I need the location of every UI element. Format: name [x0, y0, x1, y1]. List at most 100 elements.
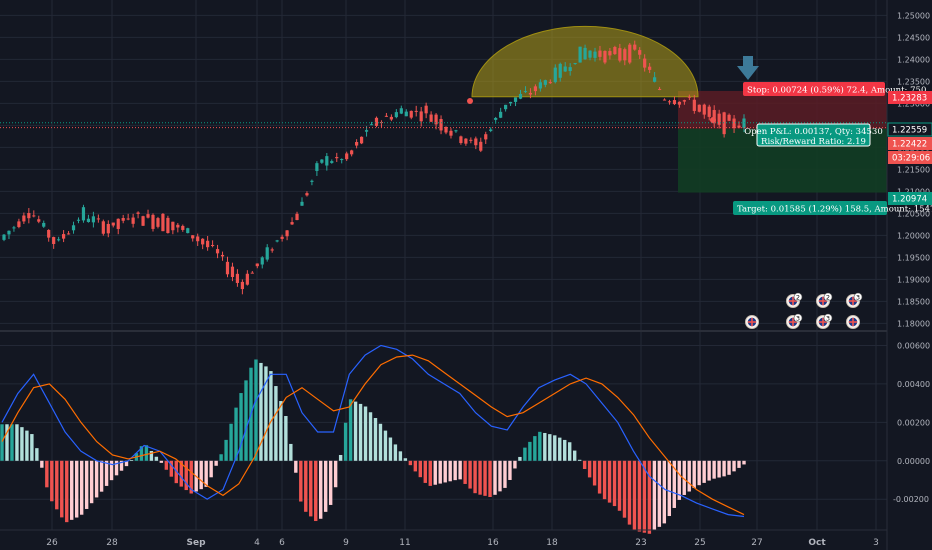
histogram-bar: [742, 460, 746, 465]
histogram-bar: [234, 407, 238, 461]
histogram-bar: [582, 460, 587, 470]
event-flag-icon[interactable]: 3: [846, 292, 863, 308]
candle-body: [518, 93, 523, 99]
candle-body: [374, 117, 379, 126]
histogram-bar: [433, 460, 437, 485]
price-tick-label: 1.24500: [897, 33, 930, 42]
candle-body: [697, 104, 701, 112]
candle-body: [613, 47, 617, 55]
candle-body: [648, 66, 652, 70]
histogram-bar: [5, 424, 9, 461]
histogram-bar: [568, 442, 572, 461]
price-axis[interactable]: 1.250001.245001.240001.235001.230001.225…: [897, 11, 930, 328]
histogram-bar: [99, 460, 104, 492]
candle-body: [384, 115, 389, 117]
candle-body: [399, 108, 403, 114]
histogram-bar: [518, 456, 522, 461]
histogram-bar: [333, 460, 338, 488]
arrow-down-icon[interactable]: [737, 56, 759, 80]
histogram-bar: [493, 460, 497, 495]
candle-body: [603, 50, 607, 63]
current-price-text: 1.22559: [892, 126, 927, 136]
candle-body: [7, 230, 11, 235]
histogram-bar: [50, 460, 54, 502]
time-tick-label: 9: [343, 538, 349, 548]
histogram-bar: [159, 460, 164, 463]
candle-body: [638, 50, 642, 55]
histogram-bar: [319, 460, 323, 519]
entry-marker[interactable]: [467, 98, 473, 104]
stop-label[interactable]: Stop: 0.00724 (0.59%) 72.4, Amount: 750: [743, 82, 926, 96]
event-flag-icon[interactable]: 3: [816, 313, 833, 329]
candle-body: [444, 126, 448, 133]
candle-body: [126, 218, 130, 220]
candle-body: [588, 50, 592, 58]
rounding-top-pattern: [471, 25, 699, 98]
macd-axis[interactable]: 0.00600 0.00400 0.00200 0.00000 -0.00200: [893, 341, 930, 504]
candle-body: [419, 111, 423, 122]
entry-marker[interactable]: [710, 117, 716, 123]
stop-label-text: Stop: 0.00724 (0.59%) 72.4, Amount: 750: [747, 85, 926, 96]
stop-price-text: 1.23283: [892, 94, 927, 104]
histogram-bar: [209, 460, 213, 478]
open-pnl-box[interactable]: Open P&L: 0.00137, Qty: 34530 Risk/Rewar…: [744, 123, 883, 147]
candle-body: [325, 156, 329, 166]
candle-body: [389, 116, 393, 120]
candle-body: [191, 235, 195, 239]
candle-body: [533, 86, 538, 92]
histogram-bar: [109, 460, 114, 481]
histogram-bar: [478, 460, 482, 495]
histogram-bar: [70, 460, 74, 520]
event-flag-icon[interactable]: 3: [786, 313, 803, 329]
histogram-bar: [149, 450, 154, 461]
target-label[interactable]: Target: 0.01585 (1.29%) 158.5, Amount: 1…: [733, 201, 932, 215]
candle-body: [722, 112, 726, 135]
candle-body: [12, 227, 16, 229]
price-tick-label: 1.18500: [897, 297, 930, 306]
candle-body: [335, 157, 339, 159]
histogram-bar: [314, 460, 318, 522]
histogram-bar: [25, 430, 29, 461]
economic-events[interactable]: 2 2 3 3 3: [745, 292, 863, 329]
histogram-bar: [413, 460, 418, 472]
candle-body: [290, 222, 294, 225]
histogram-bar: [443, 460, 447, 483]
event-flag-icon[interactable]: 2: [816, 292, 833, 308]
histogram-bar: [124, 460, 129, 467]
event-flag-icon[interactable]: 2: [786, 292, 803, 308]
candle-body: [27, 212, 31, 219]
histogram-bar: [597, 460, 602, 494]
candle-body: [116, 218, 120, 229]
histogram-bar: [448, 460, 452, 482]
histogram-bar: [458, 460, 462, 480]
histogram-bar: [139, 446, 144, 461]
candle-body: [235, 273, 240, 283]
price-tick-label: 1.21000: [897, 187, 930, 196]
candle-body: [57, 239, 61, 241]
event-count-badge: [823, 313, 833, 323]
candle-body: [305, 193, 309, 196]
histogram-bar: [652, 460, 657, 531]
candle-body: [459, 136, 463, 144]
candle-body: [528, 92, 533, 95]
candle-body: [161, 213, 165, 232]
histogram-bar: [35, 448, 39, 461]
candle-body: [345, 153, 349, 160]
entry-price-text: 1.22422: [892, 140, 927, 150]
candle-body: [210, 245, 215, 247]
candle-body: [186, 228, 190, 234]
time-axis[interactable]: 26 28 Sep 4 6 9 11 16 18 23 25 27 Oct 3: [46, 538, 879, 548]
histogram-bar: [164, 460, 169, 470]
candle-body: [66, 233, 71, 235]
candle-body: [141, 216, 145, 226]
candle-body: [523, 91, 528, 93]
histogram-bar: [657, 460, 662, 527]
histogram-bar: [30, 434, 34, 461]
event-flag-icon[interactable]: [846, 315, 860, 329]
open-pnl-text: Open P&L: 0.00137, Qty: 34530: [744, 127, 882, 137]
event-flag-icon[interactable]: [745, 315, 759, 329]
histogram-bar: [373, 418, 378, 461]
candle-body: [310, 180, 314, 182]
price-tick-label: 1.19000: [897, 275, 930, 284]
